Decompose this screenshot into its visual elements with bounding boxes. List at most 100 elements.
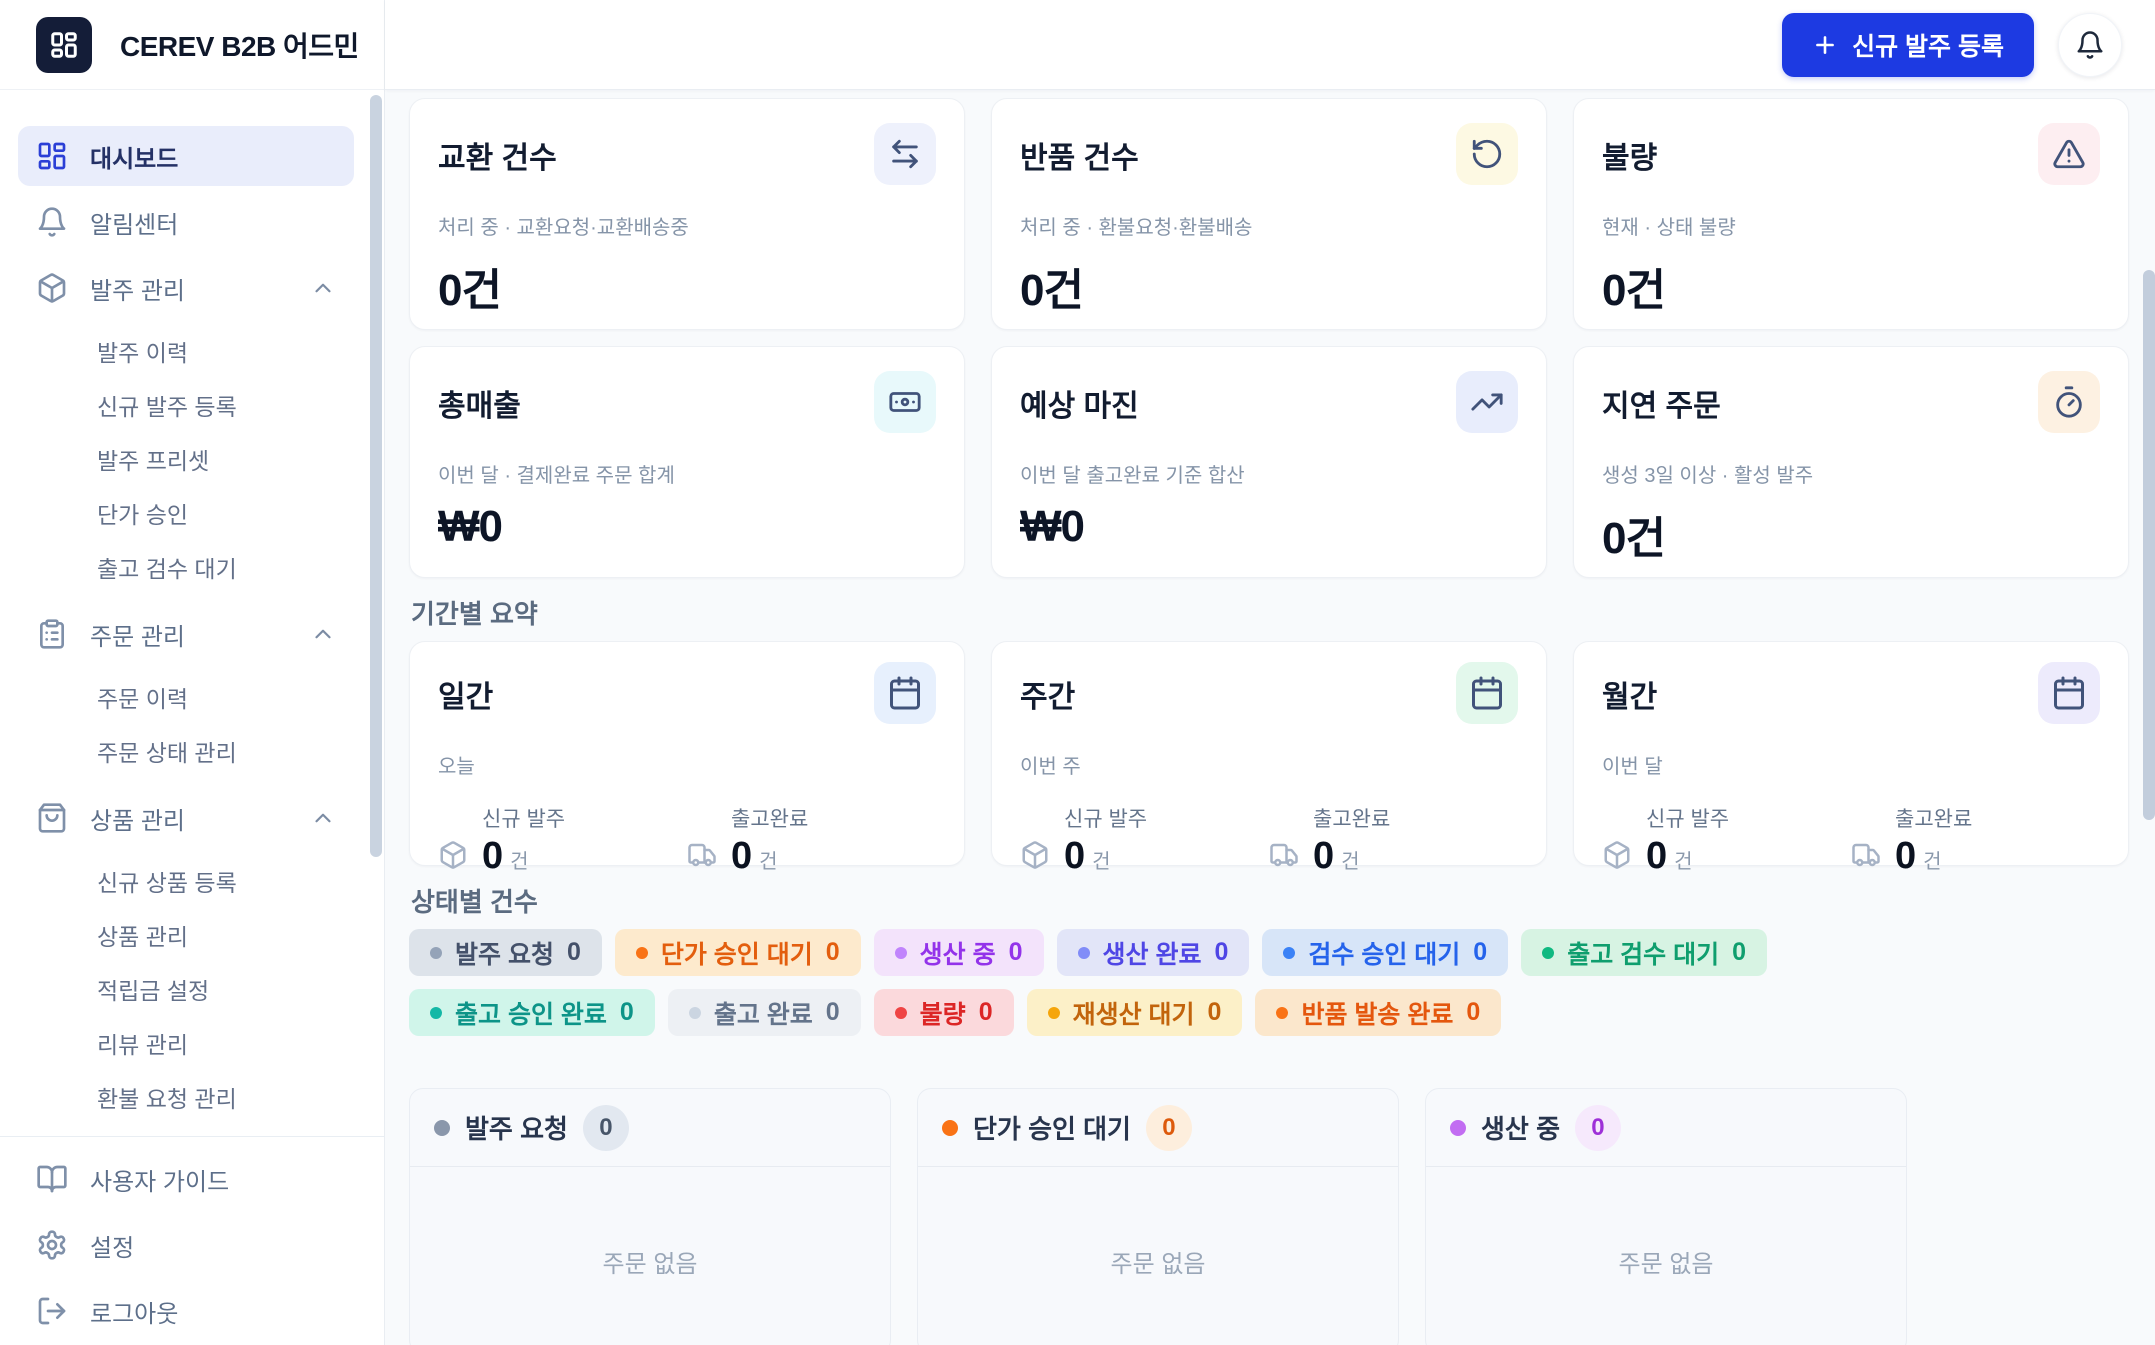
status-badge-count: 0 [1473, 938, 1488, 966]
package-icon [1602, 840, 1632, 870]
status-badge-count: 0 [1207, 998, 1222, 1026]
status-dot [1450, 1119, 1466, 1136]
card-value: 0건 [1020, 266, 1084, 315]
queue-empty-text: 주문 없음 [1618, 1250, 1714, 1278]
sidebar-item-user-guide[interactable]: 사용자 가이드 [18, 1149, 354, 1209]
sidebar-item-product-management[interactable]: 상품 관리 [18, 788, 354, 848]
card-subtitle: 생성 3일 이상 · 활성 발주 [1602, 465, 1814, 487]
card-subtitle: 처리 중 · 환불요청·환불배송 [1020, 217, 1253, 239]
main-area: 신규 발주 등록 교환 건수 처리 중 · 교환요청·교환배 [385, 0, 2155, 1345]
status-badge: 출고 검수 대기 0 [1521, 929, 1768, 976]
status-badge: 출고 승인 완료 0 [409, 989, 655, 1036]
chevron-up-icon [310, 805, 336, 831]
card-value: ₩0 [438, 502, 503, 551]
sidebar-item-purchase-history[interactable]: 주문 이력 [97, 686, 189, 712]
card-return-count: 반품 건수 처리 중 · 환불요청·환불배송 0건 [991, 98, 1547, 330]
sidebar-subnav-products: 신규 상품 등록 상품 관리 적립금 설정 리뷰 관리 환불 요청 관리 [0, 854, 384, 1124]
sidebar-subnav-orders: 발주 이력 신규 발주 등록 발주 프리셋 단가 승인 출고 검수 대기 [0, 324, 384, 594]
stat-label: 출고완료 [731, 808, 809, 831]
card-value: 0건 [438, 266, 502, 315]
sidebar-item-logout[interactable]: 로그아웃 [18, 1281, 354, 1341]
stat-value: 0 [1646, 835, 1668, 877]
calendar-icon [1456, 662, 1518, 724]
chevron-up-icon [310, 275, 336, 301]
sidebar-item-label: 발주 관리 [90, 277, 185, 305]
status-dot [1283, 946, 1296, 959]
queue-card-price-approval: 단가 승인 대기 0 주문 없음 [917, 1088, 1399, 1345]
package-icon [438, 840, 468, 870]
sidebar-item-purchase-management[interactable]: 주문 관리 [18, 604, 354, 664]
warning-triangle-icon [2038, 123, 2100, 185]
status-badge-count: 0 [1008, 938, 1023, 966]
queue-empty-text: 주문 없음 [602, 1250, 698, 1278]
sidebar-item-settings[interactable]: 설정 [18, 1215, 354, 1275]
gear-icon [36, 1229, 68, 1261]
status-badge-label: 단가 승인 대기 [660, 940, 813, 969]
sidebar-item-price-approval[interactable]: 단가 승인 [97, 502, 189, 528]
trending-up-icon [1456, 371, 1518, 433]
sidebar-scrollbar[interactable] [370, 95, 382, 857]
queue-count-badge: 0 [582, 1104, 629, 1151]
stat-unit: 건 [759, 851, 778, 873]
page-scrollbar[interactable] [2143, 270, 2155, 820]
sidebar-item-new-order[interactable]: 신규 발주 등록 [97, 394, 237, 420]
chevron-up-icon [310, 621, 336, 647]
card-value: 0건 [1602, 514, 1666, 563]
status-badge: 재생산 대기 0 [1026, 989, 1243, 1036]
sidebar-item-label: 상품 관리 [90, 807, 185, 835]
sidebar-item-shipping-inspection[interactable]: 출고 검수 대기 [97, 556, 237, 582]
status-badge: 반품 발송 완료 0 [1255, 989, 1502, 1036]
status-badge-label: 출고 완료 [713, 1000, 813, 1029]
calendar-icon [874, 662, 936, 724]
new-order-button[interactable]: 신규 발주 등록 [1782, 12, 2034, 77]
status-badge: 검수 승인 대기 0 [1262, 929, 1509, 976]
sidebar-item-purchase-status[interactable]: 주문 상태 관리 [97, 740, 237, 766]
rotate-ccw-icon [1456, 123, 1518, 185]
stat-unit: 건 [510, 851, 529, 873]
status-badge: 출고 완료 0 [667, 989, 861, 1036]
sidebar-item-notifications[interactable]: 알림센터 [18, 192, 354, 252]
status-badge: 발주 요청 0 [409, 929, 602, 976]
sidebar-item-order-management[interactable]: 발주 관리 [18, 258, 354, 318]
truck-icon [1851, 840, 1881, 870]
status-badge-label: 출고 검수 대기 [1567, 940, 1720, 969]
queue-empty-text: 주문 없음 [1110, 1250, 1206, 1278]
clipboard-icon [36, 618, 68, 650]
status-dot [894, 1006, 907, 1019]
status-dot [942, 1119, 958, 1136]
sidebar-item-dashboard[interactable]: 대시보드 [18, 126, 354, 186]
card-title: 불량 [1602, 142, 1658, 175]
sidebar-item-label: 로그아웃 [90, 1300, 179, 1328]
card-expected-margin: 예상 마진 이번 달 출고완료 기준 합산 ₩0 [991, 346, 1547, 578]
card-value: ₩0 [1020, 502, 1085, 551]
sidebar-item-new-product[interactable]: 신규 상품 등록 [97, 870, 237, 896]
status-badge-label: 발주 요청 [455, 940, 554, 969]
stat-label: 출고완료 [1895, 808, 1973, 831]
card-title: 교환 건수 [438, 142, 557, 175]
notifications-button[interactable] [2058, 12, 2122, 77]
card-subtitle: 이번 주 [1020, 756, 1081, 778]
sidebar-item-label: 설정 [90, 1234, 135, 1262]
card-title: 반품 건수 [1020, 142, 1139, 175]
card-exchange-count: 교환 건수 처리 중 · 교환요청·교환배송중 0건 [409, 98, 965, 330]
sidebar-item-review-management[interactable]: 리뷰 관리 [97, 1032, 189, 1058]
queue-card-order-request: 발주 요청 0 주문 없음 [409, 1088, 891, 1345]
bell-icon [36, 206, 68, 238]
sidebar-item-refund-requests[interactable]: 환불 요청 관리 [97, 1086, 237, 1112]
card-title: 예상 마진 [1020, 390, 1139, 423]
sidebar-item-points-settings[interactable]: 적립금 설정 [97, 978, 210, 1004]
new-order-button-label: 신규 발주 등록 [1852, 32, 2004, 61]
status-badge-label: 검수 승인 대기 [1308, 940, 1461, 969]
sidebar-item-order-history[interactable]: 발주 이력 [97, 340, 189, 366]
status-badge-count: 0 [1466, 998, 1481, 1026]
status-badge-label: 재생산 대기 [1072, 1000, 1195, 1029]
sidebar-item-product-admin[interactable]: 상품 관리 [97, 924, 189, 950]
sidebar-item-order-preset[interactable]: 발주 프리셋 [97, 448, 210, 474]
sidebar-item-label: 사용자 가이드 [90, 1168, 230, 1196]
